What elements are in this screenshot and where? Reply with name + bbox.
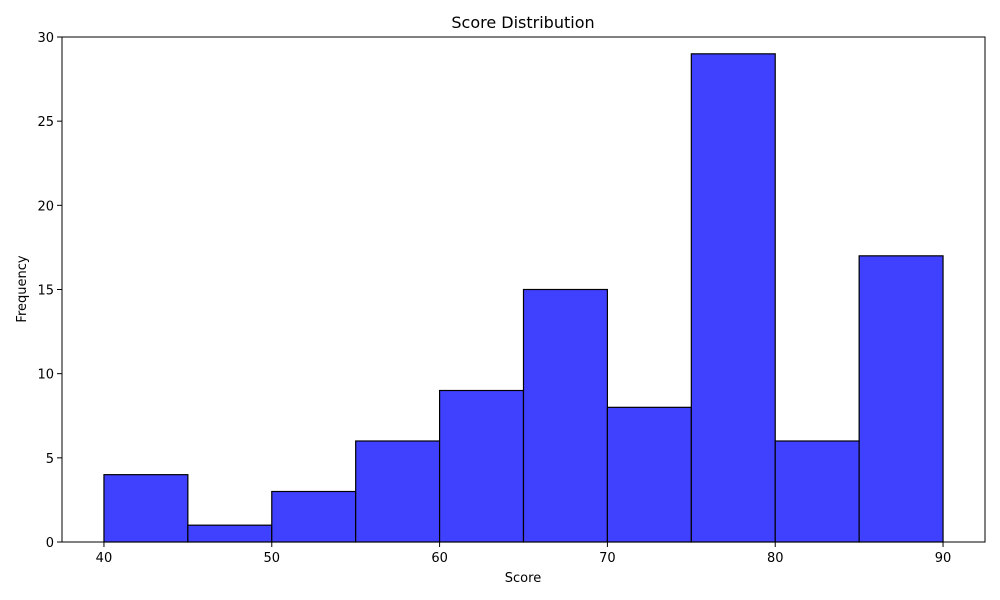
histogram-bar-8 [774, 440, 860, 543]
y-tick-label: 5 [46, 452, 54, 467]
bars-group [103, 53, 944, 543]
histogram-bar-4 [438, 389, 525, 543]
histogram-bar-2 [271, 490, 357, 543]
y-tick-label: 20 [37, 199, 54, 214]
x-tick-label: 40 [96, 551, 113, 566]
y-tick-label: 30 [37, 31, 54, 46]
histogram-bar-9 [858, 255, 944, 543]
y-axis-label: Frequency [15, 255, 30, 322]
x-tick-label: 90 [935, 551, 952, 566]
histogram-bar-5 [522, 288, 609, 543]
y-axis-ticks: 0 5 10 15 20 25 30 [37, 31, 62, 551]
histogram-bar-6 [606, 406, 692, 543]
x-axis-ticks: 40 50 60 70 80 90 [96, 542, 952, 566]
y-tick-label: 0 [46, 536, 54, 551]
y-tick-label: 15 [37, 284, 54, 299]
x-tick-label: 70 [599, 551, 616, 566]
x-axis-label: Score [505, 571, 541, 586]
x-tick-label: 60 [431, 551, 448, 566]
chart-title: Score Distribution [451, 13, 594, 32]
y-tick-label: 10 [37, 368, 54, 383]
histogram-bar-3 [355, 440, 441, 543]
y-tick-label: 25 [37, 115, 54, 130]
x-tick-label: 80 [767, 551, 784, 566]
histogram-bar-1 [187, 524, 273, 543]
x-tick-label: 50 [263, 551, 280, 566]
histogram-bar-0 [103, 474, 189, 543]
histogram-bar-7 [690, 53, 776, 543]
